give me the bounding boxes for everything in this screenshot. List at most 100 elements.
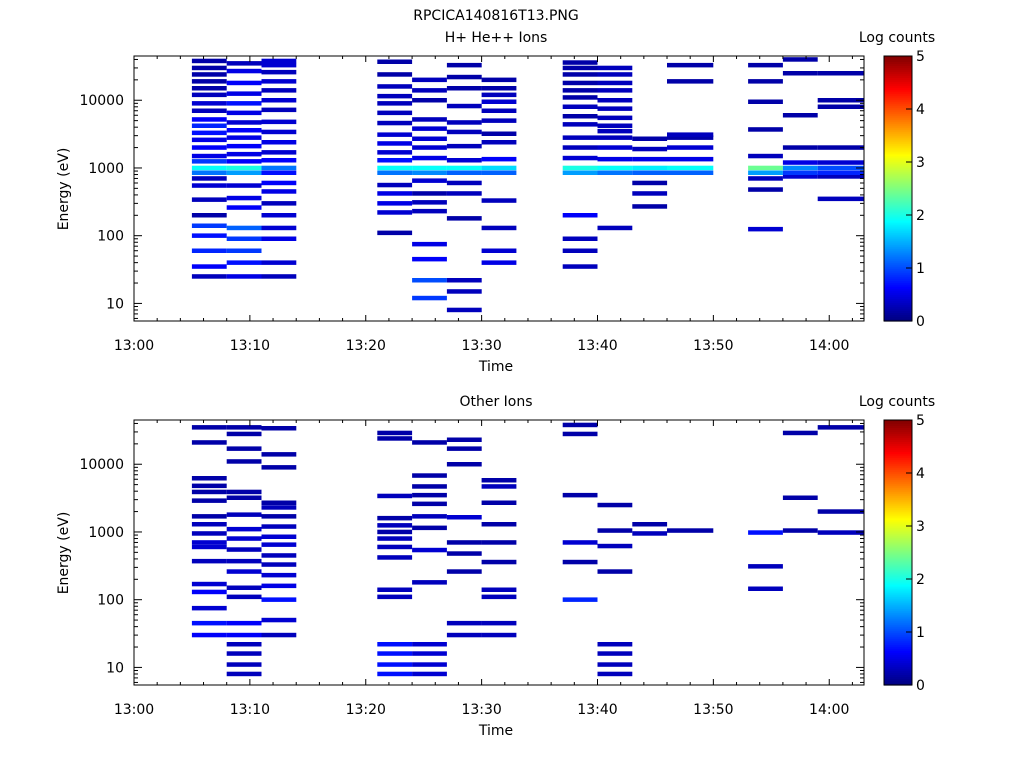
heatmap-cell [191, 274, 227, 279]
heatmap-cell [817, 170, 864, 175]
heatmap-cell [191, 183, 227, 188]
heatmap-cell [481, 92, 517, 98]
heatmap-cell [191, 605, 227, 611]
colorbar-slice [884, 258, 912, 262]
heatmap-cell [481, 77, 517, 83]
heatmap-cells [191, 57, 864, 313]
colorbar-tick-label: 4 [916, 466, 925, 482]
heatmap-cell [481, 198, 517, 203]
colorbar-slice [884, 224, 912, 228]
colorbar-slice [884, 542, 912, 546]
colorbar-title: Log counts [859, 394, 935, 410]
heatmap-cell [261, 62, 297, 68]
colorbar-slice [884, 524, 912, 527]
colorbar-tick-label: 0 [916, 314, 925, 330]
heatmap-cell [412, 547, 447, 553]
colorbar-slice [884, 268, 912, 272]
heatmap-cell [412, 145, 447, 150]
heatmap-cell [377, 150, 413, 155]
heatmap-cell [191, 589, 227, 595]
colorbar-slice [884, 284, 912, 288]
colorbar-slice [884, 630, 912, 634]
colorbar-slice [884, 318, 912, 322]
heatmap-cell [412, 514, 447, 519]
colorbar-slice [884, 438, 912, 441]
heatmap-cell [412, 191, 447, 196]
heatmap-cell [412, 200, 447, 205]
heatmap-cell [377, 544, 413, 550]
heatmap-cell [446, 165, 482, 171]
colorbar-slice [884, 306, 912, 310]
heatmap-cell [597, 651, 633, 656]
heatmap-cell [782, 145, 818, 150]
heatmap-cell [191, 170, 227, 175]
heatmap-cell [377, 170, 413, 175]
colorbar-slice [884, 532, 912, 536]
heatmap-cell [817, 509, 864, 514]
heatmap-cell [597, 145, 633, 150]
heatmap-cell [632, 165, 668, 171]
colorbar-slice [884, 434, 912, 437]
colorbar-slice [884, 146, 912, 149]
colorbar-slice [884, 530, 912, 534]
colorbar-slice [884, 576, 912, 580]
heatmap-cell [562, 165, 598, 171]
heatmap-cell [261, 236, 297, 241]
colorbar-slice [884, 518, 912, 521]
heatmap-cell [191, 72, 227, 77]
heatmap-cell [191, 620, 227, 626]
colorbar-slice [884, 86, 912, 89]
colorbar-slice [884, 72, 912, 75]
heatmap-cell [226, 170, 262, 175]
colorbar-slice [884, 566, 912, 570]
y-tick-label: 10000 [79, 457, 124, 473]
colorbar-slice [884, 222, 912, 226]
heatmap-cell [412, 671, 447, 677]
heatmap-cell [261, 426, 297, 431]
heatmap-cell [667, 132, 714, 137]
colorbar-slice [884, 256, 912, 260]
heatmap-cell [261, 180, 297, 186]
heatmap-cell [261, 597, 297, 602]
heatmap-cell [481, 131, 517, 136]
colorbar-slice [884, 538, 912, 542]
heatmap-cell [226, 260, 262, 265]
heatmap-cell [226, 446, 262, 451]
colorbar-slice [884, 186, 912, 190]
colorbar-slice [884, 308, 912, 312]
colorbar-slice [884, 226, 912, 230]
colorbar-slice [884, 236, 912, 240]
heatmap-cell [377, 642, 413, 647]
colorbar-slice [884, 204, 912, 208]
heatmap-cell [412, 440, 447, 445]
heatmap-cell [748, 153, 783, 159]
heatmap-cell [748, 564, 783, 569]
heatmap-cell [226, 110, 262, 116]
colorbar-slice [884, 590, 912, 594]
colorbar-slice [884, 138, 912, 141]
colorbar-slice [884, 174, 912, 178]
heatmap-cell [481, 140, 517, 145]
colorbar-slice [884, 622, 912, 626]
heatmap-cell [562, 540, 598, 545]
colorbar-slice [884, 164, 912, 168]
colorbar-slice [884, 528, 912, 532]
colorbar-slice [884, 492, 912, 495]
heatmap-cell [226, 120, 262, 125]
colorbar-slice [884, 66, 912, 69]
heatmap-cell [562, 559, 598, 565]
colorbar-slice [884, 564, 912, 568]
heatmap-cell [632, 156, 668, 162]
colorbar-slice [884, 678, 912, 682]
colorbar-slice [884, 500, 912, 503]
colorbar-slice [884, 180, 912, 184]
colorbar-slice [884, 442, 912, 445]
colorbar-slice [884, 510, 912, 513]
heatmap-cell [782, 170, 818, 175]
colorbar-slice [884, 266, 912, 270]
colorbar-slice [884, 176, 912, 180]
heatmap-cell [377, 536, 413, 541]
colorbar-slice [884, 110, 912, 113]
heatmap-cell [377, 594, 413, 600]
heatmap-cell [632, 522, 668, 527]
